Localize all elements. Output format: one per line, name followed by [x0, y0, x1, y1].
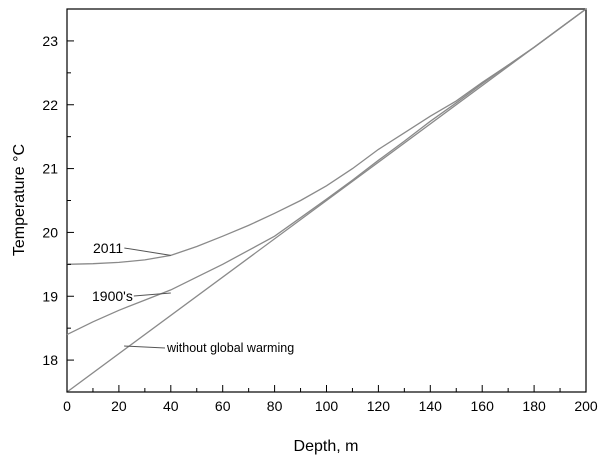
annotation-leader-line [124, 345, 166, 349]
annotation-leader-line [124, 247, 171, 256]
series-line-2011 [66, 8, 587, 265]
annotation-1900s: 1900's [92, 288, 133, 304]
ticks-layer: 0 20 40 60 80 100 120 140 160 180 200 18 19 20 21 22 23 [42, 8, 598, 414]
x-tick-label: 140 [419, 398, 443, 414]
y-tick-label: 23 [42, 33, 58, 49]
series-line-1900-s [66, 8, 587, 336]
x-tick-label: 20 [111, 398, 127, 414]
y-tick-label: 22 [42, 97, 58, 113]
y-tick-label: 21 [42, 161, 58, 177]
y-axis-title: Temperature °C [11, 144, 28, 256]
series-layer [66, 8, 587, 393]
x-tick-label: 40 [163, 398, 179, 414]
x-tick-label: 80 [267, 398, 283, 414]
x-tick-label: 160 [471, 398, 495, 414]
x-tick-label: 200 [574, 398, 598, 414]
x-tick-label: 0 [63, 398, 71, 414]
annotation-2011: 2011 [93, 240, 123, 256]
annotation-without-global-warming: without global warming [166, 341, 294, 355]
series-line-without-global-warming [66, 8, 587, 393]
y-tick-label: 19 [42, 288, 58, 304]
x-tick-label: 100 [315, 398, 339, 414]
annotation-layer: 2011 1900's without global warming [92, 240, 294, 355]
x-tick-label: 60 [215, 398, 231, 414]
y-tick-label: 18 [42, 352, 58, 368]
y-tick-label: 20 [42, 224, 58, 240]
x-axis-title: Depth, m [294, 438, 359, 455]
x-tick-label: 180 [522, 398, 546, 414]
x-tick-label: 120 [367, 398, 391, 414]
annotation-leader-line [133, 292, 171, 297]
